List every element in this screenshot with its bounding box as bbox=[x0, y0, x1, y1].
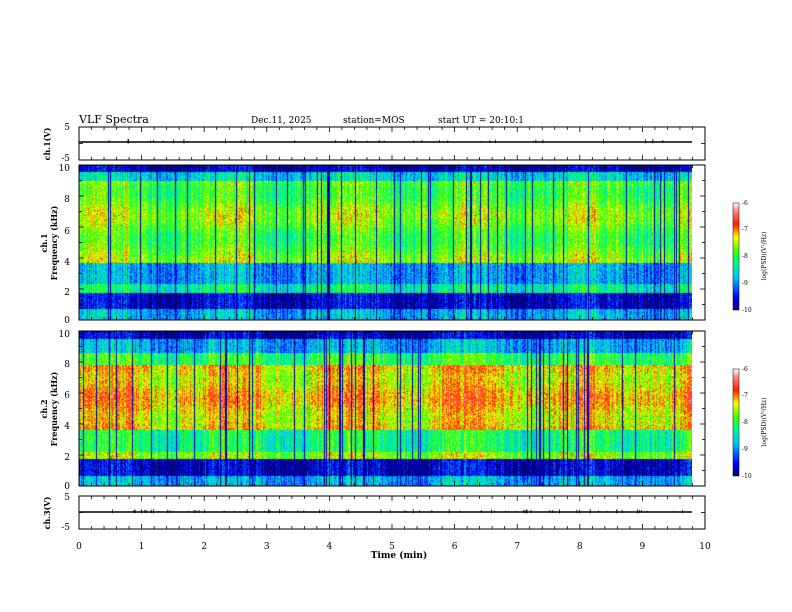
ch2-colorbar-label: log(PSD)(V²/Hz) bbox=[761, 398, 768, 447]
ch2-spectrogram-image bbox=[79, 331, 692, 486]
start-time-label: start UT = 20:10:1 bbox=[438, 116, 524, 126]
ch2-spectrogram-ticks bbox=[78, 330, 706, 487]
ch1-freq-tick-0: 0 bbox=[64, 316, 70, 326]
ch1-cb-tick-9: -9 bbox=[742, 280, 748, 287]
ch2-spectrogram-panel: 0 2 4 6 8 10 ch.2 Frequency (kHz) bbox=[39, 330, 706, 492]
ch1-colorbar-scale bbox=[732, 202, 740, 311]
ch2-freq-tick-8: 8 bbox=[64, 360, 70, 370]
ch2-colorbar-scale bbox=[732, 368, 740, 477]
ch2-channel-label: ch.2 bbox=[39, 399, 49, 418]
station-label: station=MOS bbox=[343, 116, 405, 126]
time-tick-label: 9 bbox=[640, 542, 646, 552]
ch3-voltage-tick-bottom: -5 bbox=[61, 523, 70, 533]
figure-title: VLF Spectra bbox=[78, 113, 149, 126]
time-axis-tick-labels: 0 1 2 3 4 5 6 7 8 9 10 bbox=[76, 542, 711, 552]
ch2-freq-tick-6: 6 bbox=[64, 391, 70, 401]
time-tick-label: 7 bbox=[514, 542, 520, 552]
time-tick-label: 10 bbox=[699, 542, 711, 552]
ch2-cb-tick-8: -8 bbox=[742, 419, 748, 426]
time-tick-label: 6 bbox=[452, 542, 458, 552]
ch1-freq-ylabel: Frequency (kHz) bbox=[49, 205, 59, 280]
time-tick-label: 2 bbox=[201, 542, 207, 552]
ch2-colorbar: -6 -7 -8 -9 -10 log(PSD)(V²/Hz) bbox=[732, 366, 768, 480]
ch1-freq-tick-8: 8 bbox=[64, 195, 70, 205]
ch1-freq-tick-4: 4 bbox=[64, 258, 70, 268]
ch2-freq-tick-4: 4 bbox=[64, 422, 70, 432]
time-axis-label: Time (min) bbox=[371, 550, 428, 561]
ch1-freq-tick-2: 2 bbox=[64, 288, 70, 298]
ch2-freq-tick-2: 2 bbox=[64, 453, 70, 463]
ch2-freq-tick-10: 10 bbox=[59, 330, 71, 340]
ch1-cb-tick-6: -6 bbox=[742, 200, 748, 207]
ch1-spectrogram-image bbox=[79, 165, 692, 320]
ch2-cb-tick-6: -6 bbox=[742, 366, 748, 373]
time-tick-label: 0 bbox=[76, 542, 82, 552]
ch1-cb-tick-10: -10 bbox=[742, 307, 752, 314]
time-tick-label: 1 bbox=[139, 542, 145, 552]
ch1-voltage-ticks bbox=[78, 127, 706, 160]
ch2-cb-tick-9: -9 bbox=[742, 446, 748, 453]
ch1-freq-tick-10: 10 bbox=[59, 164, 71, 174]
ch1-freq-tick-6: 6 bbox=[64, 227, 70, 237]
ch2-cb-tick-7: -7 bbox=[742, 392, 748, 399]
ch1-cb-tick-8: -8 bbox=[742, 253, 748, 260]
time-tick-label: 8 bbox=[577, 542, 583, 552]
ch1-colorbar-label: log(PSD)(V²/Hz) bbox=[761, 232, 768, 281]
time-tick-label: 3 bbox=[264, 542, 270, 552]
ch3-voltage-tick-top: 5 bbox=[64, 493, 70, 503]
ch1-voltage-tick-top: 5 bbox=[64, 123, 70, 133]
ch2-cb-tick-10: -10 bbox=[742, 473, 752, 480]
ch1-spectrogram-ticks bbox=[78, 164, 706, 321]
ch1-colorbar: -6 -7 -8 -9 -10 log(PSD)(V²/Hz) bbox=[732, 200, 768, 314]
ch1-voltage-panel: 5 -5 ch.1(V) bbox=[42, 123, 706, 164]
ch3-voltage-ylabel: ch.3(V) bbox=[42, 496, 52, 529]
ch1-cb-tick-7: -7 bbox=[742, 226, 748, 233]
ch1-voltage-ylabel: ch.1(V) bbox=[42, 127, 52, 160]
time-tick-label: 4 bbox=[327, 542, 333, 552]
ch1-spectrogram-panel: 0 2 4 6 8 10 ch.1 Frequency (kHz) bbox=[39, 164, 706, 326]
ch3-voltage-ticks bbox=[78, 496, 706, 529]
ch1-voltage-tick-bottom: -5 bbox=[61, 154, 70, 164]
time-tick-label: 5 bbox=[389, 542, 395, 552]
date-label: Dec.11, 2025 bbox=[251, 116, 312, 126]
ch1-channel-label: ch.1 bbox=[39, 233, 49, 252]
ch2-freq-ylabel: Frequency (kHz) bbox=[49, 371, 59, 446]
ch2-freq-tick-0: 0 bbox=[64, 482, 70, 492]
